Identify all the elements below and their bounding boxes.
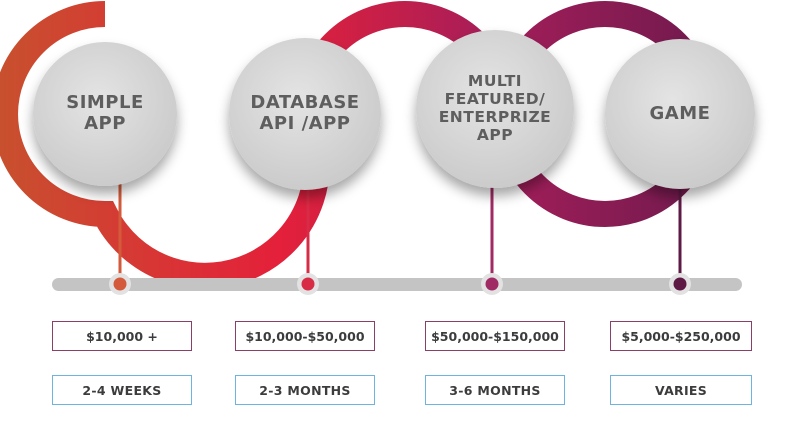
duration-box: 2-3 MONTHS	[235, 375, 375, 405]
stage-circle	[33, 42, 177, 186]
timeline-bar	[52, 278, 742, 291]
timeline-marker-dot	[301, 277, 315, 291]
timeline-marker-dot	[485, 277, 499, 291]
price-box: $5,000-$250,000	[610, 321, 752, 351]
stage-circle	[605, 39, 755, 189]
timeline-marker-dot	[673, 277, 687, 291]
timeline-marker-dot	[113, 277, 127, 291]
price-box: $50,000-$150,000	[425, 321, 565, 351]
price-box: $10,000-$50,000	[235, 321, 375, 351]
stage-circle	[229, 38, 381, 190]
stage-circle	[416, 30, 574, 188]
price-box: $10,000 +	[52, 321, 192, 351]
duration-box: 3-6 MONTHS	[425, 375, 565, 405]
duration-box: VARIES	[610, 375, 752, 405]
duration-box: 2-4 WEEKS	[52, 375, 192, 405]
